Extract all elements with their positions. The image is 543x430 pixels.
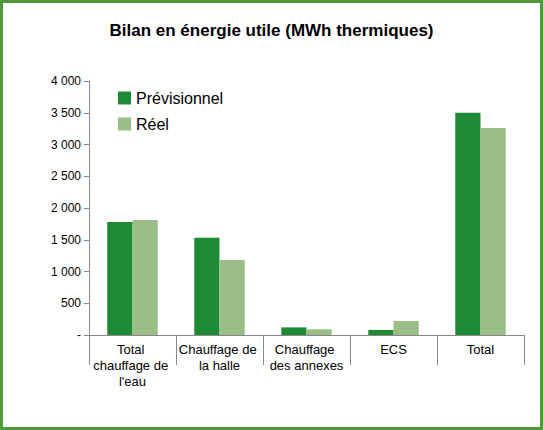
svg-text:3 000: 3 000 (51, 138, 81, 152)
svg-text:2 000: 2 000 (51, 201, 81, 215)
svg-text:2 500: 2 500 (51, 169, 81, 183)
svg-text:500: 500 (61, 296, 81, 310)
svg-text:3 500: 3 500 (51, 106, 81, 120)
svg-text:des annexes: des annexes (270, 358, 344, 373)
svg-text:Réel: Réel (136, 116, 169, 133)
svg-text:la halle: la halle (199, 358, 240, 373)
svg-text:Bilan en énergie utile (MWh th: Bilan en énergie utile (MWh thermiques) (110, 21, 434, 40)
svg-text:l'eau: l'eau (119, 374, 146, 389)
svg-text:-: - (77, 328, 81, 342)
svg-text:ECS: ECS (380, 342, 407, 357)
svg-text:1 000: 1 000 (51, 265, 81, 279)
svg-text:Total: Total (467, 342, 495, 357)
svg-text:Total: Total (117, 342, 148, 357)
svg-text:Prévisionnel: Prévisionnel (136, 90, 223, 107)
svg-text:Chauffage: Chauffage (275, 342, 338, 357)
svg-text:4 000: 4 000 (51, 74, 81, 88)
svg-text:1 500: 1 500 (51, 233, 81, 247)
svg-text:chauffage de: chauffage de (93, 358, 172, 373)
svg-text:Chauffage de: Chauffage de (179, 342, 260, 357)
